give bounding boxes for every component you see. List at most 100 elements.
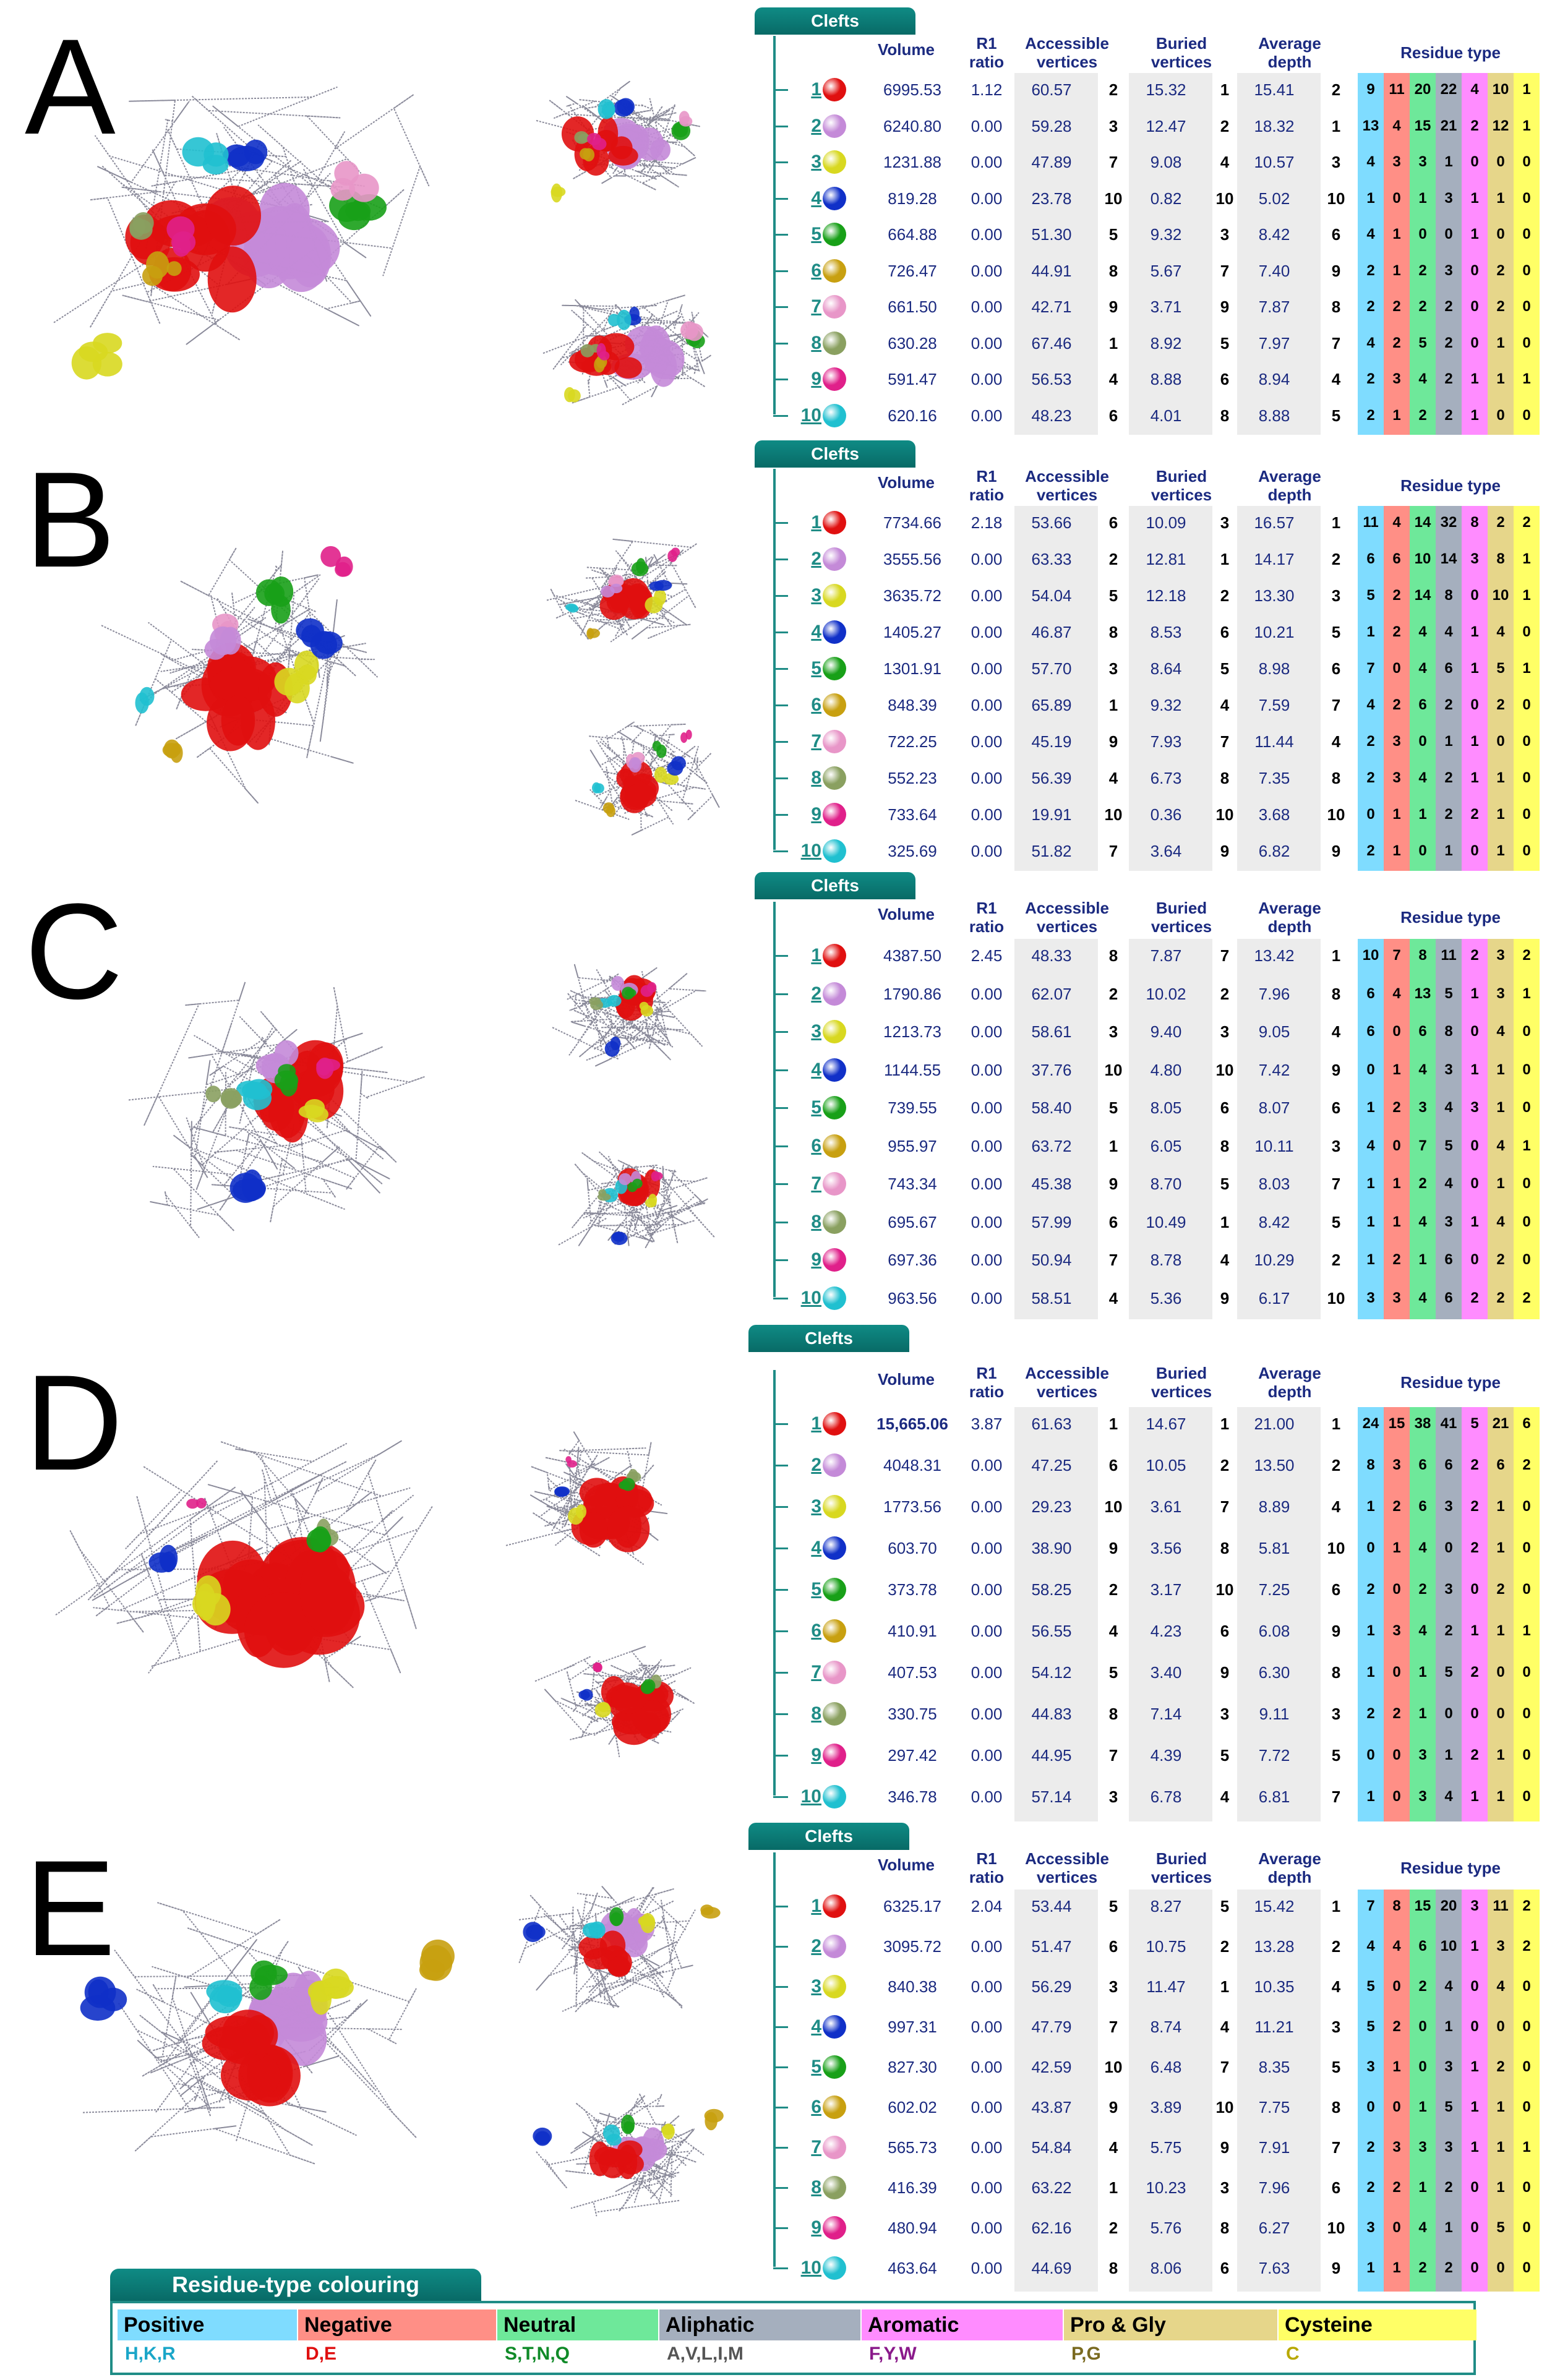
- cleft-number-link[interactable]: 3: [811, 1496, 821, 1517]
- cleft-row[interactable]: 1 6995.53 1.12 60.57 2 15.32 1 15.41 2 9 11 20 22 4 10…: [0, 74, 1560, 105]
- cleft-row[interactable]: 4 1405.27 0.00 46.87 8 8.53 6 10.21 5 1 2 4 4 1 4 0: [0, 617, 1560, 648]
- cleft-row[interactable]: 9 297.42 0.00 44.95 7 4.39 5 7.72 5 0 0 3 1 2 1 0: [0, 1740, 1560, 1771]
- cleft-row[interactable]: 6 410.91 0.00 56.55 4 4.23 6 6.08 9 1 3 4 2 1 1 1: [0, 1616, 1560, 1646]
- cleft-number-link[interactable]: 1: [811, 945, 821, 965]
- cleft-row[interactable]: 8 330.75 0.00 44.83 8 7.14 3 9.11 3 2 2 1 0 0 0 0: [0, 1698, 1560, 1729]
- cleft-row[interactable]: 7 661.50 0.00 42.71 9 3.71 9 7.87 8 2 2 2 2 0 2 0: [0, 291, 1560, 322]
- cleft-row[interactable]: 9 591.47 0.00 56.53 4 8.88 6 8.94 4 2 3 4 2 1 1 1: [0, 364, 1560, 395]
- cleft-row[interactable]: 9 697.36 0.00 50.94 7 8.78 4 10.29 2 1 2 1 6 0 2 0: [0, 1244, 1560, 1275]
- cleft-row[interactable]: 3 3635.72 0.00 54.04 5 12.18 2 13.30 3 5 2 14 8 0 10 1: [0, 580, 1560, 611]
- cleft-number-link[interactable]: 10: [800, 1287, 821, 1308]
- cleft-number-link[interactable]: 7: [811, 296, 821, 317]
- cleft-row[interactable]: 5 373.78 0.00 58.25 2 3.17 10 7.25 6 2 0 2 3 0 2 0: [0, 1574, 1560, 1605]
- cleft-row[interactable]: 5 1301.91 0.00 57.70 3 8.64 5 8.98 6 7 0 4 6 1 5 1: [0, 653, 1560, 684]
- cleft-row[interactable]: 4 1144.55 0.00 37.76 10 4.80 10 7.42 9 0 1 4 3 1 1 0: [0, 1055, 1560, 1085]
- cleft-row[interactable]: 6 848.39 0.00 65.89 1 9.32 4 7.59 7 4 2 6 2 0 2 0: [0, 690, 1560, 721]
- cleft-number-link[interactable]: 10: [800, 841, 821, 861]
- cleft-number-link[interactable]: 9: [811, 369, 821, 389]
- cleft-row[interactable]: 2 6240.80 0.00 59.28 3 12.47 2 18.32 1 13 4 15 21 2 12…: [0, 111, 1560, 142]
- cleft-number-link[interactable]: 5: [811, 1579, 821, 1599]
- cleft-number-link[interactable]: 4: [811, 187, 821, 208]
- cleft-row[interactable]: 2 4048.31 0.00 47.25 6 10.05 2 13.50 2 8 3 6 6 2 6 2: [0, 1450, 1560, 1481]
- cleft-row[interactable]: 3 840.38 0.00 56.29 3 11.47 1 10.35 4 5 0 2 4 0 4 0: [0, 1971, 1560, 2002]
- cleft-row[interactable]: 10 346.78 0.00 57.14 3 6.78 4 6.81 7 1 0 3 4 1 1 0: [0, 1781, 1560, 1812]
- cleft-row[interactable]: 7 407.53 0.00 54.12 5 3.40 9 6.30 8 1 0 1 5 2 0 0: [0, 1657, 1560, 1688]
- cleft-number-link[interactable]: 4: [811, 622, 821, 642]
- cleft-row[interactable]: 1 6325.17 2.04 53.44 5 8.27 5 15.42 1 7 8 15 20 3 11 2: [0, 1891, 1560, 1922]
- cleft-number-link[interactable]: 8: [811, 1703, 821, 1724]
- cleft-number-link[interactable]: 9: [811, 2217, 821, 2238]
- cleft-number-link[interactable]: 8: [811, 332, 821, 353]
- cleft-number-link[interactable]: 5: [811, 2057, 821, 2077]
- cleft-number-link[interactable]: 7: [811, 731, 821, 751]
- cleft-row[interactable]: 1 7734.66 2.18 53.66 6 10.09 3 16.57 1 11 4 14 32 8 2 2: [0, 507, 1560, 538]
- cleft-number-link[interactable]: 2: [811, 983, 821, 1004]
- cleft-row[interactable]: 7 722.25 0.00 45.19 9 7.93 7 11.44 4 2 3 0 1 1 0 0: [0, 726, 1560, 757]
- cleft-number-link[interactable]: 8: [811, 1211, 821, 1232]
- cleft-number-link[interactable]: 6: [811, 695, 821, 715]
- cleft-number-link[interactable]: 9: [811, 1745, 821, 1765]
- cleft-row[interactable]: 1 4387.50 2.45 48.33 8 7.87 7 13.42 1 10 7 8 11 2 3 2: [0, 940, 1560, 971]
- cleft-row[interactable]: 6 602.02 0.00 43.87 9 3.89 10 7.75 8 0 0 1 5 1 1 0: [0, 2092, 1560, 2123]
- cleft-number-link[interactable]: 10: [800, 1786, 821, 1807]
- cleft-number-link[interactable]: 3: [811, 152, 821, 172]
- cleft-row[interactable]: 8 695.67 0.00 57.99 6 10.49 1 8.42 5 1 1 4 3 1 4 0: [0, 1207, 1560, 1238]
- cleft-number-link[interactable]: 7: [811, 1662, 821, 1682]
- cleft-number-link[interactable]: 5: [811, 1097, 821, 1118]
- cleft-row[interactable]: 9 480.94 0.00 62.16 2 5.76 8 6.27 10 3 0 4 1 0 5 0: [0, 2212, 1560, 2243]
- cleft-number-link[interactable]: 1: [811, 1413, 821, 1434]
- cleft-number-link[interactable]: 2: [811, 115, 821, 136]
- cleft-row[interactable]: 5 739.55 0.00 58.40 5 8.05 6 8.07 6 1 2 3 4 3 1 0: [0, 1092, 1560, 1123]
- cleft-row[interactable]: 4 997.31 0.00 47.79 7 8.74 4 11.21 3 5 2 0 1 0 0 0: [0, 2011, 1560, 2042]
- cleft-row[interactable]: 8 416.39 0.00 63.22 1 10.23 3 7.96 6 2 2 1 2 0 1 0: [0, 2172, 1560, 2203]
- cleft-row[interactable]: 6 955.97 0.00 63.72 1 6.05 8 10.11 3 4 0 7 5 0 4 1: [0, 1131, 1560, 1162]
- cleft-row[interactable]: 5 664.88 0.00 51.30 5 9.32 3 8.42 6 4 1 0 0 1 0 0: [0, 219, 1560, 250]
- cleft-number-link[interactable]: 6: [811, 1620, 821, 1641]
- cleft-row[interactable]: 3 1231.88 0.00 47.89 7 9.08 4 10.57 3 4 3 3 1 0 0 0: [0, 147, 1560, 178]
- cleft-number-link[interactable]: 9: [811, 804, 821, 824]
- cleft-number-link[interactable]: 3: [811, 585, 821, 606]
- cleft-row[interactable]: 7 565.73 0.00 54.84 4 5.75 9 7.91 7 2 3 3 3 1 1 1: [0, 2132, 1560, 2163]
- cleft-row[interactable]: 8 630.28 0.00 67.46 1 8.92 5 7.97 7 4 2 5 2 0 1 0: [0, 328, 1560, 359]
- cleft-number-link[interactable]: 4: [811, 1059, 821, 1080]
- cleft-number-link[interactable]: 8: [811, 768, 821, 788]
- cleft-row[interactable]: 2 1790.86 0.00 62.07 2 10.02 2 7.96 8 6 4 13 5 1 3 1: [0, 978, 1560, 1009]
- cleft-number-link[interactable]: 1: [811, 79, 821, 100]
- cleft-number-link[interactable]: 5: [811, 658, 821, 678]
- cleft-row[interactable]: 9 733.64 0.00 19.91 10 0.36 10 3.68 10 0 1 1 2 2 1 0: [0, 799, 1560, 830]
- cleft-row[interactable]: 1 15,665.06 3.87 61.63 1 14.67 1 21.00 1 24 15 38 41…: [0, 1408, 1560, 1439]
- cleft-number-link[interactable]: 6: [811, 2097, 821, 2117]
- cleft-row[interactable]: 10 463.64 0.00 44.69 8 8.06 6 7.63 9 1 1 2 2 0 0 0: [0, 2253, 1560, 2284]
- cleft-row[interactable]: 2 3555.56 0.00 63.33 2 12.81 1 14.17 2 6 6 10 14 3 8 1: [0, 544, 1560, 575]
- cleft-number-link[interactable]: 8: [811, 2177, 821, 2198]
- cleft-number-link[interactable]: 5: [811, 224, 821, 244]
- cleft-row[interactable]: 4 603.70 0.00 38.90 9 3.56 8 5.81 10 0 1 4 0 2 1 0: [0, 1533, 1560, 1564]
- cleft-row[interactable]: 10 620.16 0.00 48.23 6 4.01 8 8.88 5 2 1 2 2 1 0 0: [0, 400, 1560, 431]
- cleft-row[interactable]: 5 827.30 0.00 42.59 10 6.48 7 8.35 5 3 1 0 3 1 2 0: [0, 2052, 1560, 2082]
- cleft-number-link[interactable]: 6: [811, 1135, 821, 1156]
- cleft-number-link[interactable]: 10: [800, 2258, 821, 2278]
- cleft-number-link[interactable]: 6: [811, 260, 821, 281]
- cleft-number-link[interactable]: 7: [811, 1173, 821, 1194]
- cleft-number-link[interactable]: 2: [811, 549, 821, 569]
- cleft-number-link[interactable]: 1: [811, 1896, 821, 1916]
- cleft-row[interactable]: 6 726.47 0.00 44.91 8 5.67 7 7.40 9 2 1 2 3 0 2 0: [0, 255, 1560, 286]
- cleft-number-link[interactable]: 7: [811, 2137, 821, 2157]
- cleft-row[interactable]: 3 1773.56 0.00 29.23 10 3.61 7 8.89 4 1 2 6 3 2 1 0: [0, 1491, 1560, 1522]
- cleft-number-link[interactable]: 10: [800, 405, 821, 426]
- cleft-number-link[interactable]: 1: [811, 512, 821, 533]
- cleft-row[interactable]: 3 1213.73 0.00 58.61 3 9.40 3 9.05 4 6 0 6 8 0 4 0: [0, 1016, 1560, 1047]
- cleft-number-link[interactable]: 3: [811, 1976, 821, 1997]
- cleft-number-link[interactable]: 2: [811, 1936, 821, 1956]
- cleft-row[interactable]: 10 325.69 0.00 51.82 7 3.64 9 6.82 9 2 1 0 1 0 1 0: [0, 836, 1560, 867]
- cleft-row[interactable]: 7 743.34 0.00 45.38 9 8.70 5 8.03 7 1 1 2 4 0 1 0: [0, 1168, 1560, 1199]
- cleft-row[interactable]: 8 552.23 0.00 56.39 4 6.73 8 7.35 8 2 3 4 2 1 1 0: [0, 763, 1560, 794]
- cleft-row[interactable]: 2 3095.72 0.00 51.47 6 10.75 2 13.28 2 4 4 6 10 1 3 2: [0, 1931, 1560, 1962]
- cleft-row[interactable]: 10 963.56 0.00 58.51 4 5.36 9 6.17 10 3 3 4 6 2 2 2: [0, 1283, 1560, 1314]
- cleft-number-link[interactable]: 3: [811, 1021, 821, 1042]
- cleft-number-link[interactable]: 4: [811, 2016, 821, 2037]
- cleft-number-link[interactable]: 9: [811, 1249, 821, 1270]
- cleft-number-link[interactable]: 4: [811, 1538, 821, 1558]
- cleft-row[interactable]: 4 819.28 0.00 23.78 10 0.82 10 5.02 10 1 0 1 3 1 1 0: [0, 183, 1560, 214]
- cleft-number-link[interactable]: 2: [811, 1455, 821, 1475]
